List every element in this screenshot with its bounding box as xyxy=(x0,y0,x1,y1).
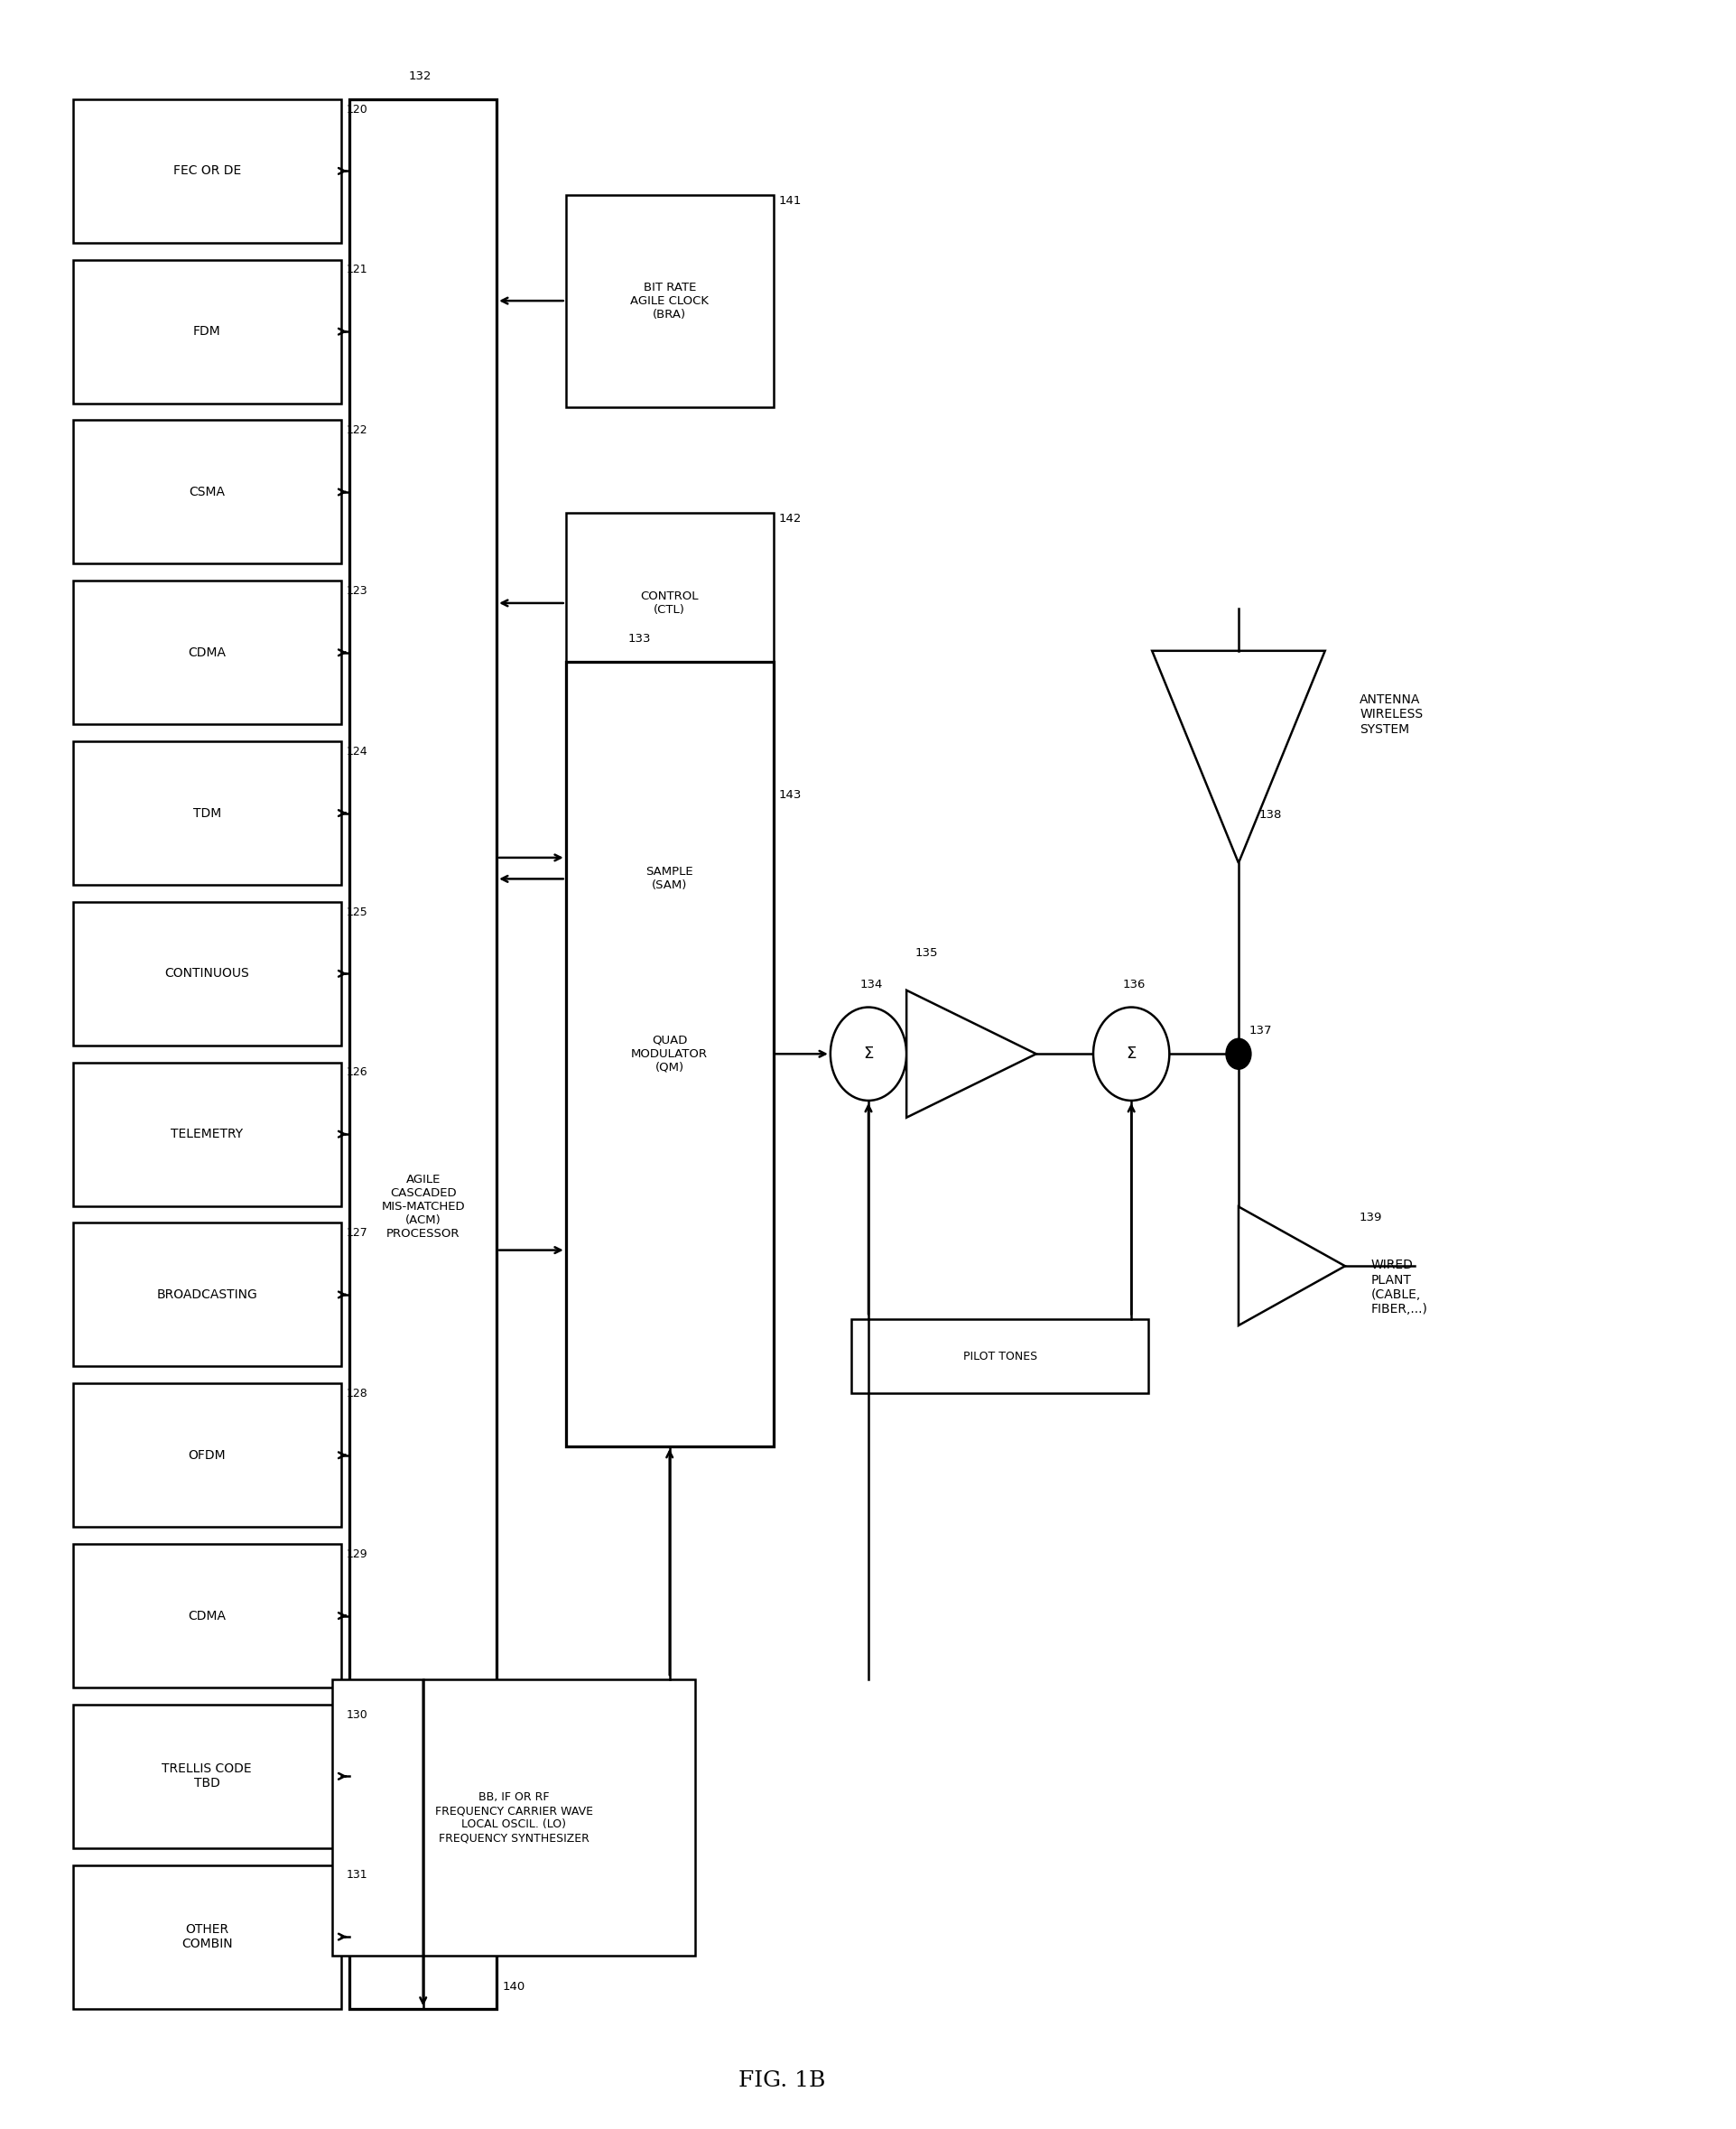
Text: AGILE
CASCADED
MIS-MATCHED
(ACM)
PROCESSOR: AGILE CASCADED MIS-MATCHED (ACM) PROCESS… xyxy=(382,1173,465,1239)
Text: 124: 124 xyxy=(345,745,368,758)
Text: CDMA: CDMA xyxy=(187,647,226,658)
FancyBboxPatch shape xyxy=(73,903,340,1045)
Text: OFDM: OFDM xyxy=(187,1450,226,1460)
Text: CDMA: CDMA xyxy=(187,1610,226,1622)
Text: 129: 129 xyxy=(345,1548,368,1561)
Text: 123: 123 xyxy=(345,585,368,596)
FancyBboxPatch shape xyxy=(851,1320,1147,1392)
Text: 131: 131 xyxy=(345,1869,368,1882)
Text: 143: 143 xyxy=(778,788,800,801)
Text: CONTROL
(CTL): CONTROL (CTL) xyxy=(641,590,698,615)
Text: SAMPLE
(SAM): SAMPLE (SAM) xyxy=(646,867,693,892)
Text: 122: 122 xyxy=(345,424,368,436)
Circle shape xyxy=(1092,1007,1168,1101)
Text: 139: 139 xyxy=(1358,1211,1382,1224)
Text: 121: 121 xyxy=(345,264,368,277)
Text: CSMA: CSMA xyxy=(189,485,226,498)
Polygon shape xyxy=(1238,1207,1344,1326)
Text: FEC OR DE: FEC OR DE xyxy=(174,164,241,177)
Text: TRELLIS CODE
TBD: TRELLIS CODE TBD xyxy=(161,1763,252,1790)
Text: TELEMETRY: TELEMETRY xyxy=(170,1128,243,1141)
FancyBboxPatch shape xyxy=(73,741,340,886)
FancyBboxPatch shape xyxy=(566,513,773,694)
Text: 140: 140 xyxy=(502,1980,524,1993)
Circle shape xyxy=(830,1007,906,1101)
FancyBboxPatch shape xyxy=(73,1062,340,1205)
Text: 134: 134 xyxy=(859,979,882,990)
FancyBboxPatch shape xyxy=(73,1705,340,1848)
Text: Σ: Σ xyxy=(1125,1045,1135,1062)
FancyBboxPatch shape xyxy=(349,100,496,2008)
FancyBboxPatch shape xyxy=(73,419,340,564)
Text: FIG. 1B: FIG. 1B xyxy=(738,2072,825,2091)
FancyBboxPatch shape xyxy=(73,1222,340,1367)
Text: FDM: FDM xyxy=(193,326,220,339)
Text: 141: 141 xyxy=(778,194,800,207)
Circle shape xyxy=(1226,1039,1250,1069)
Text: 137: 137 xyxy=(1248,1026,1271,1037)
Text: BROADCASTING: BROADCASTING xyxy=(156,1288,257,1301)
Text: TDM: TDM xyxy=(193,807,220,820)
Text: BB, IF OR RF
FREQUENCY CARRIER WAVE
LOCAL OSCIL. (LO)
FREQUENCY SYNTHESIZER: BB, IF OR RF FREQUENCY CARRIER WAVE LOCA… xyxy=(434,1790,592,1844)
Text: 132: 132 xyxy=(408,70,431,83)
FancyBboxPatch shape xyxy=(73,100,340,243)
Text: 135: 135 xyxy=(915,947,937,958)
Text: OTHER
COMBIN: OTHER COMBIN xyxy=(181,1922,233,1950)
Text: WIRED
PLANT
(CABLE,
FIBER,...): WIRED PLANT (CABLE, FIBER,...) xyxy=(1370,1258,1427,1316)
Text: CONTINUOUS: CONTINUOUS xyxy=(165,967,250,979)
Text: 133: 133 xyxy=(628,632,651,645)
FancyBboxPatch shape xyxy=(332,1680,694,1957)
Text: ANTENNA
WIRELESS
SYSTEM: ANTENNA WIRELESS SYSTEM xyxy=(1359,694,1422,735)
Text: 125: 125 xyxy=(345,907,368,918)
FancyBboxPatch shape xyxy=(73,1865,340,2008)
FancyBboxPatch shape xyxy=(73,1384,340,1526)
FancyBboxPatch shape xyxy=(73,260,340,402)
Text: QUAD
MODULATOR
(QM): QUAD MODULATOR (QM) xyxy=(630,1035,708,1073)
FancyBboxPatch shape xyxy=(566,662,773,1446)
Text: Σ: Σ xyxy=(863,1045,873,1062)
Text: 120: 120 xyxy=(345,104,368,115)
Text: 138: 138 xyxy=(1259,809,1281,820)
Text: 126: 126 xyxy=(345,1067,368,1079)
FancyBboxPatch shape xyxy=(566,194,773,407)
Polygon shape xyxy=(906,990,1036,1118)
Text: PILOT TONES: PILOT TONES xyxy=(962,1350,1036,1363)
FancyBboxPatch shape xyxy=(73,1544,340,1688)
Text: 136: 136 xyxy=(1121,979,1146,990)
Text: 130: 130 xyxy=(345,1710,368,1720)
Text: 142: 142 xyxy=(778,513,800,524)
FancyBboxPatch shape xyxy=(73,581,340,724)
Text: 127: 127 xyxy=(345,1226,368,1239)
FancyBboxPatch shape xyxy=(566,788,773,969)
Text: 128: 128 xyxy=(345,1388,368,1399)
Text: BIT RATE
AGILE CLOCK
(BRA): BIT RATE AGILE CLOCK (BRA) xyxy=(630,281,708,319)
